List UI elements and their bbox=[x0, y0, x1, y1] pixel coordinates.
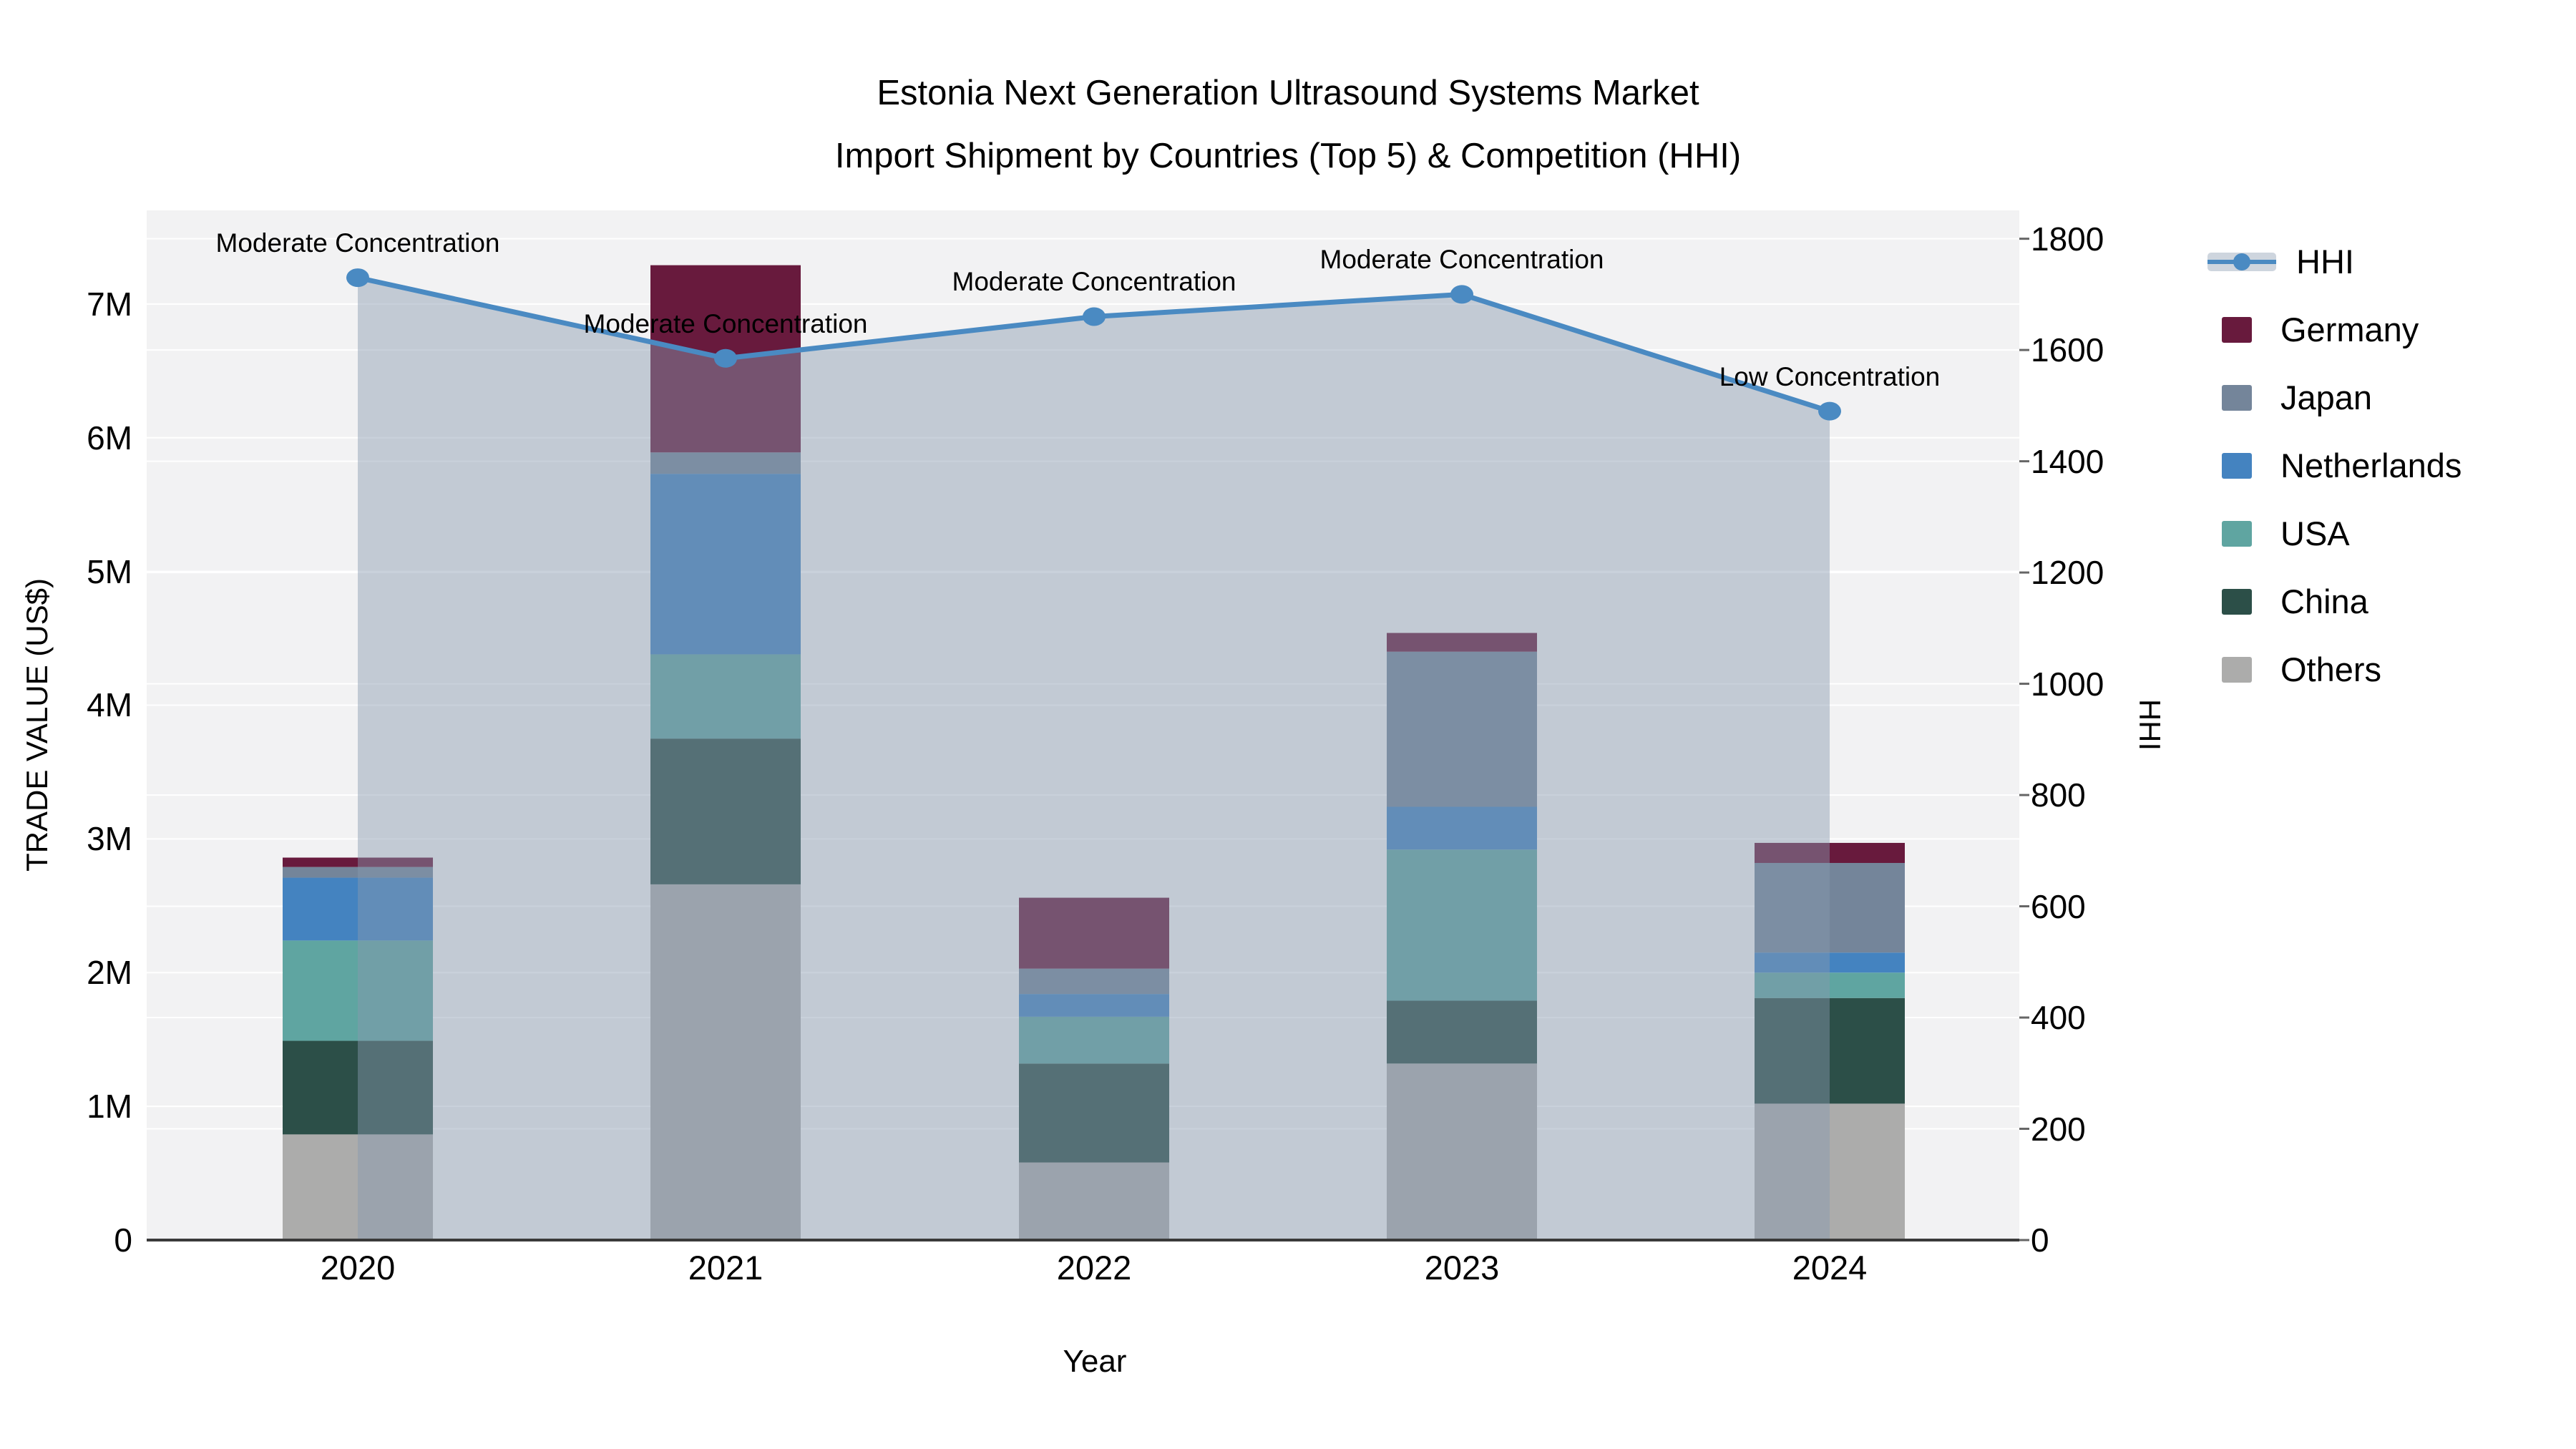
hhi-area-fill bbox=[358, 278, 1830, 1241]
bar-segment-others-2023 bbox=[1387, 1063, 1537, 1240]
bar-segment-china-2021 bbox=[650, 738, 801, 884]
left-axis-title: TRADE VALUE (US$) bbox=[20, 578, 54, 872]
chart-title-line1: Estonia Next Generation Ultrasound Syste… bbox=[877, 74, 1699, 112]
left-axis-tick-6M: 6M bbox=[87, 419, 132, 457]
legend-label-others: Others bbox=[2280, 650, 2382, 688]
bar-segment-netherlands-2024 bbox=[1755, 952, 1905, 973]
x-axis-title: Year bbox=[1063, 1344, 1127, 1379]
right-axis-tick-0: 0 bbox=[2031, 1221, 2049, 1259]
right-axis-tick-1800: 1800 bbox=[2031, 220, 2104, 258]
legend-swatch-others bbox=[2222, 656, 2252, 683]
left-axis-tick-0: 0 bbox=[114, 1221, 132, 1259]
chart-title: Estonia Next Generation Ultrasound Syste… bbox=[0, 62, 2576, 187]
bar-segment-japan-2022 bbox=[1019, 968, 1169, 995]
legend-label-germany: Germany bbox=[2280, 311, 2419, 348]
x-axis-tick-2020: 2020 bbox=[320, 1249, 396, 1287]
right-axis-tick-1000: 1000 bbox=[2031, 665, 2104, 703]
bar-segment-others-2024 bbox=[1755, 1103, 1905, 1240]
hhi-annotation-2023: Moderate Concentration bbox=[1319, 245, 1604, 275]
left-axis-tick-7M: 7M bbox=[87, 285, 132, 323]
left-axis-tick-2M: 2M bbox=[87, 954, 132, 992]
bar-segment-china-2020 bbox=[283, 1040, 433, 1135]
bar-segment-usa-2023 bbox=[1387, 849, 1537, 1001]
right-axis-tick-1200: 1200 bbox=[2031, 554, 2104, 592]
hhi-annotation-2021: Moderate Concentration bbox=[583, 308, 868, 338]
legend-label-netherlands: Netherlands bbox=[2280, 447, 2462, 484]
legend-swatch-germany bbox=[2222, 316, 2252, 343]
legend-item-china[interactable]: China bbox=[2222, 567, 2462, 635]
legend-swatch-china bbox=[2222, 588, 2252, 615]
legend-label-hhi: HHI bbox=[2296, 243, 2354, 280]
hhi-annotation-2024: Low Concentration bbox=[1719, 361, 1941, 391]
bar-segment-others-2021 bbox=[650, 884, 801, 1240]
bar-segment-japan-2021 bbox=[650, 452, 801, 474]
right-axis-tick-400: 400 bbox=[2031, 999, 2086, 1037]
bar-segment-others-2020 bbox=[283, 1134, 433, 1240]
bar-segment-germany-2024 bbox=[1755, 842, 1905, 863]
hhi-marker-2024 bbox=[1818, 401, 1841, 421]
legend-label-china: China bbox=[2280, 582, 2368, 620]
left-axis-tick-3M: 3M bbox=[87, 820, 132, 858]
legend-item-usa[interactable]: USA bbox=[2222, 499, 2462, 567]
chart-title-line2: Import Shipment by Countries (Top 5) & C… bbox=[834, 137, 1742, 175]
legend-swatch-netherlands bbox=[2222, 452, 2252, 479]
hhi-marker-2023 bbox=[1450, 285, 1473, 304]
legend-swatch-japan bbox=[2222, 384, 2252, 411]
right-axis-tick-200: 200 bbox=[2031, 1110, 2086, 1148]
right-axis-tick-600: 600 bbox=[2031, 887, 2086, 925]
hhi-annotation-2022: Moderate Concentration bbox=[952, 267, 1236, 297]
right-axis-title: HHI bbox=[2133, 698, 2167, 751]
bar-segment-japan-2024 bbox=[1755, 862, 1905, 953]
legend-item-hhi[interactable]: HHI bbox=[2207, 228, 2462, 296]
x-axis-tick-2023: 2023 bbox=[1424, 1249, 1500, 1287]
bar-segment-usa-2021 bbox=[650, 654, 801, 739]
x-axis-tick-2021: 2021 bbox=[688, 1249, 763, 1287]
bar-segment-netherlands-2021 bbox=[650, 474, 801, 655]
hhi-marker-2021 bbox=[714, 348, 737, 368]
bar-segment-netherlands-2023 bbox=[1387, 806, 1537, 850]
hhi-line-icon bbox=[2207, 248, 2276, 276]
bar-segment-usa-2020 bbox=[283, 940, 433, 1041]
left-axis-tick-1M: 1M bbox=[87, 1088, 132, 1126]
legend-item-japan[interactable]: Japan bbox=[2222, 364, 2462, 431]
right-axis-tick-1400: 1400 bbox=[2031, 442, 2104, 480]
right-axis-tick-1600: 1600 bbox=[2031, 331, 2104, 369]
bar-segment-japan-2020 bbox=[283, 867, 433, 878]
bar-segment-germany-2023 bbox=[1387, 633, 1537, 652]
legend-item-others[interactable]: Others bbox=[2222, 635, 2462, 703]
legend-item-netherlands[interactable]: Netherlands bbox=[2222, 431, 2462, 499]
left-axis-tick-5M: 5M bbox=[87, 552, 132, 590]
bar-segment-china-2022 bbox=[1019, 1063, 1169, 1163]
bar-segment-china-2023 bbox=[1387, 1000, 1537, 1064]
bar-segment-netherlands-2020 bbox=[283, 877, 433, 941]
hhi-marker-2022 bbox=[1083, 307, 1106, 326]
left-axis-tick-4M: 4M bbox=[87, 686, 132, 724]
bar-segment-netherlands-2022 bbox=[1019, 994, 1169, 1017]
legend-swatch-usa bbox=[2222, 520, 2252, 547]
bar-segment-germany-2022 bbox=[1019, 897, 1169, 969]
x-axis-tick-2024: 2024 bbox=[1792, 1249, 1868, 1287]
bar-segment-others-2022 bbox=[1019, 1162, 1169, 1240]
legend-label-usa: USA bbox=[2280, 514, 2350, 552]
legend-item-germany[interactable]: Germany bbox=[2222, 296, 2462, 364]
legend: HHI Germany Japan Netherlands USA China Others bbox=[2207, 228, 2462, 703]
legend-label-japan: Japan bbox=[2280, 379, 2373, 416]
hhi-annotation-2020: Moderate Concentration bbox=[215, 228, 500, 258]
bar-segment-china-2024 bbox=[1755, 997, 1905, 1104]
x-axis-tick-2022: 2022 bbox=[1056, 1249, 1132, 1287]
bar-segment-usa-2024 bbox=[1755, 972, 1905, 998]
bar-segment-japan-2023 bbox=[1387, 651, 1537, 807]
bar-segment-usa-2022 bbox=[1019, 1016, 1169, 1064]
right-axis-tick-800: 800 bbox=[2031, 776, 2086, 814]
hhi-marker-2020 bbox=[346, 268, 369, 288]
bar-segment-germany-2020 bbox=[283, 857, 433, 867]
